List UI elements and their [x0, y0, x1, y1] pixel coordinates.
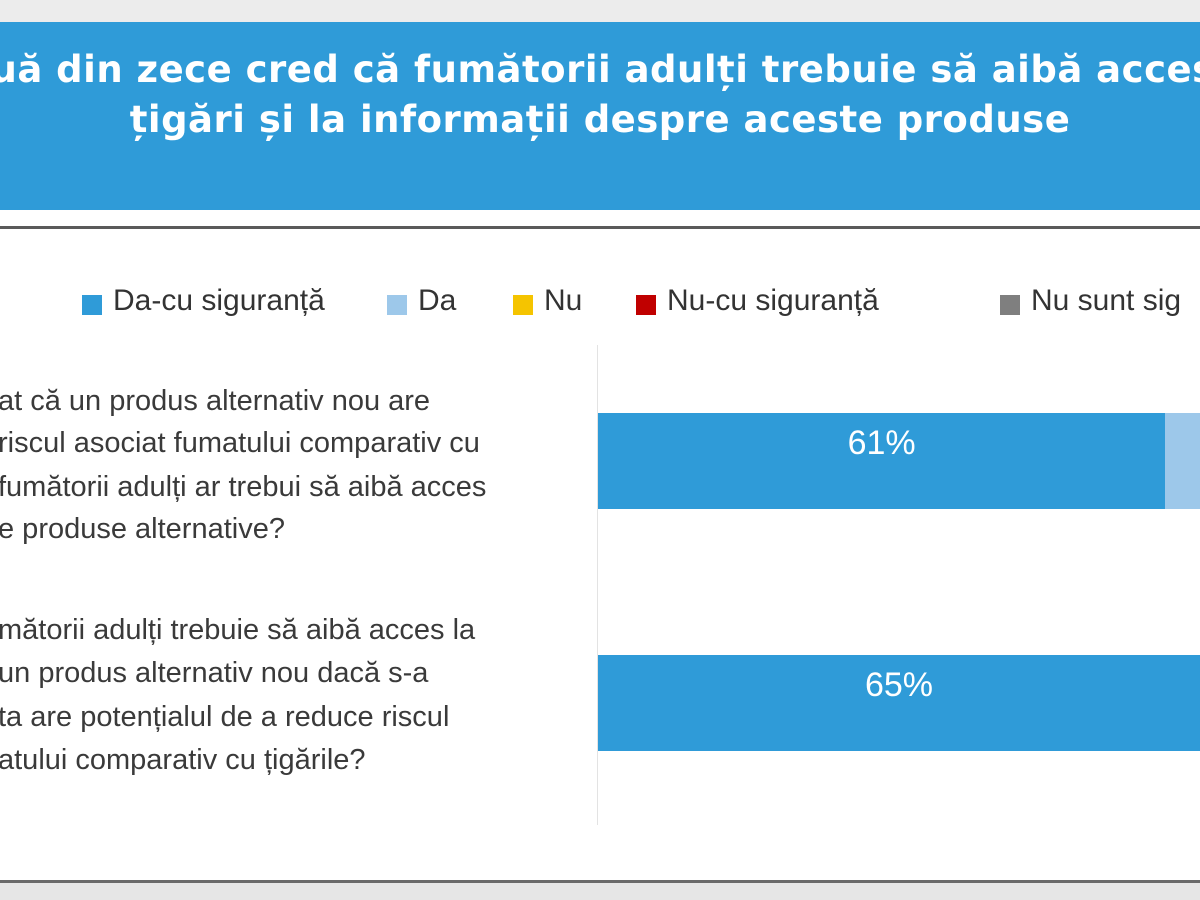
question-1-line-2: riscul asociat fumatului comparativ cu	[0, 427, 480, 459]
title-separator	[0, 226, 1200, 229]
legend-swatch-da	[387, 295, 407, 315]
question-1-line-1: at că un produs alternativ nou are	[0, 385, 431, 417]
bar-row-2: 65%	[598, 655, 1200, 751]
legend-swatch-nu-sunt-sigur	[1000, 295, 1020, 315]
chart-axis-divider	[597, 345, 598, 825]
legend-label-da: Da	[418, 284, 457, 317]
chart-legend: Da-cu siguranță Da Nu Nu-cu siguranță Nu…	[0, 280, 1200, 330]
legend-label-nu: Nu	[544, 284, 583, 317]
top-strip	[0, 0, 1200, 22]
bar-row-1: 61%	[598, 413, 1200, 509]
legend-label-nu-sunt-sigur: Nu sunt sig	[1031, 284, 1182, 317]
bar-2-data-label: 65%	[864, 666, 934, 704]
question-2-line-1: mătorii adulți trebuie să aibă acces la	[0, 614, 476, 646]
chart-title-line-2: țigări și la informații despre aceste pr…	[129, 98, 1071, 141]
title-band: Două din zece cred că fumătorii adulți t…	[0, 22, 1200, 210]
question-2-line-4: atului comparativ cu țigările?	[0, 744, 366, 776]
legend-swatch-da-cu-siguranta	[82, 295, 102, 315]
question-2-line-3: ta are potențialul de a reduce riscul	[0, 701, 450, 733]
bottom-strip	[0, 883, 1200, 900]
bar-2-da-cu-siguranta: 65%	[598, 655, 1200, 751]
question-2: mătorii adulți trebuie să aibă acces la …	[0, 614, 597, 789]
question-1: at că un produs alternativ nou are riscu…	[0, 385, 597, 560]
bar-1-data-label: 61%	[847, 424, 916, 462]
bottom-rule	[0, 880, 1200, 883]
question-2-line-2: un produs alternativ nou dacă s-a	[0, 657, 429, 689]
bar-1-da	[1165, 413, 1200, 509]
legend-label-da-cu-siguranta: Da-cu siguranță	[113, 284, 325, 317]
question-1-line-3: fumătorii adulți ar trebui să aibă acces	[0, 471, 487, 503]
question-1-line-4: e produse alternative?	[0, 513, 285, 545]
legend-swatch-nu-cu-siguranta	[636, 295, 656, 315]
legend-swatch-nu	[513, 295, 533, 315]
chart-title-line-1: Două din zece cred că fumătorii adulți t…	[0, 48, 1200, 91]
legend-label-nu-cu-siguranta: Nu-cu siguranță	[667, 284, 879, 317]
bar-1-da-cu-siguranta: 61%	[598, 413, 1166, 509]
